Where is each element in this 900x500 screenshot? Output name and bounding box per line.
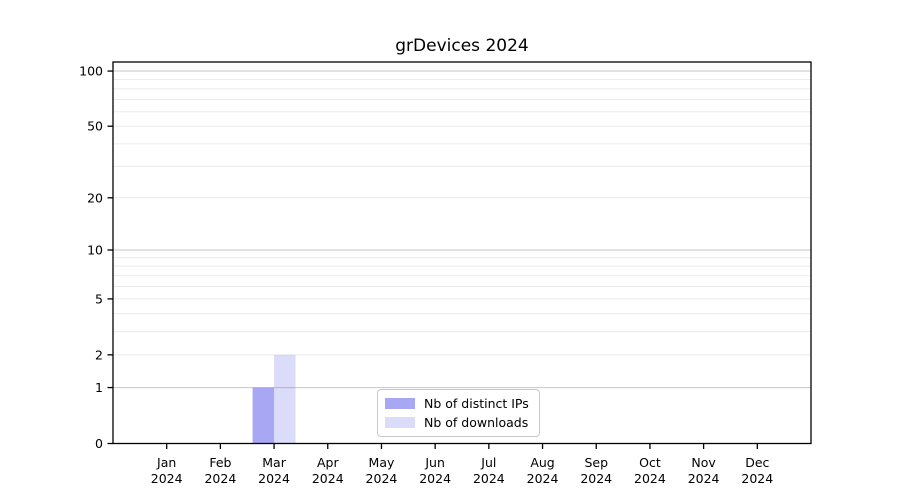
x-tick-label-month: Mar bbox=[262, 455, 286, 470]
x-tick-label-month: Jul bbox=[480, 455, 496, 470]
chart-title: grDevices 2024 bbox=[395, 36, 529, 56]
bar-mar-series0 bbox=[252, 387, 275, 444]
bar-mar-series1 bbox=[274, 354, 296, 444]
x-tick-label-month: Sep bbox=[584, 455, 608, 470]
x-tick-label-month: Jan bbox=[156, 455, 176, 470]
plot-border bbox=[112, 61, 812, 445]
x-tick-label-month: Jun bbox=[424, 455, 445, 470]
legend-label-distinct-ips: Nb of distinct IPs bbox=[424, 396, 529, 411]
x-tick-label-year: 2024 bbox=[741, 471, 773, 486]
x-tick-label-month: Aug bbox=[530, 455, 554, 470]
x-tick-label-month: Apr bbox=[317, 455, 339, 470]
x-tick-label-year: 2024 bbox=[527, 471, 559, 486]
x-tick-label-month: Dec bbox=[745, 455, 769, 470]
legend: Nb of distinct IPs Nb of downloads bbox=[377, 389, 540, 437]
y-tick-label: 20 bbox=[87, 190, 103, 205]
x-tick-label-year: 2024 bbox=[419, 471, 451, 486]
x-tick-label-month: Feb bbox=[209, 455, 231, 470]
y-tick-label: 2 bbox=[95, 347, 103, 362]
x-tick-label-month: Nov bbox=[691, 455, 716, 470]
x-tick-label-year: 2024 bbox=[312, 471, 344, 486]
y-tick-label: 0 bbox=[95, 436, 103, 451]
x-tick-label-year: 2024 bbox=[580, 471, 612, 486]
x-tick-label-year: 2024 bbox=[634, 471, 666, 486]
y-tick-label: 1 bbox=[95, 380, 103, 395]
x-tick-label-year: 2024 bbox=[473, 471, 505, 486]
y-tick-label: 5 bbox=[95, 291, 103, 306]
legend-swatch-distinct-ips-icon bbox=[385, 398, 415, 409]
x-tick-label-year: 2024 bbox=[204, 471, 236, 486]
legend-swatch-downloads-icon bbox=[385, 417, 415, 428]
legend-label-downloads: Nb of downloads bbox=[424, 415, 529, 430]
legend-entry-downloads: Nb of downloads bbox=[385, 413, 529, 432]
legend-entry-distinct-ips: Nb of distinct IPs bbox=[385, 394, 529, 413]
x-tick-label-year: 2024 bbox=[258, 471, 290, 486]
y-tick-label: 50 bbox=[87, 119, 103, 134]
x-tick-label-year: 2024 bbox=[688, 471, 720, 486]
x-tick-label-month: May bbox=[369, 455, 395, 470]
y-tick-label: 10 bbox=[87, 242, 103, 257]
x-tick-label-year: 2024 bbox=[366, 471, 398, 486]
x-tick-label-month: Oct bbox=[639, 455, 661, 470]
y-tick-label: 100 bbox=[79, 64, 103, 79]
x-tick-label-year: 2024 bbox=[151, 471, 183, 486]
